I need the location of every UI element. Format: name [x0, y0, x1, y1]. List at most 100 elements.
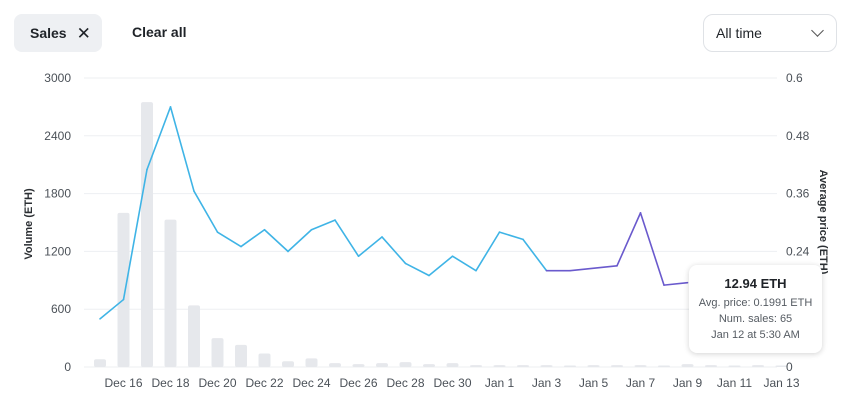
x-tick-label: Dec 24	[292, 376, 330, 390]
price-point[interactable]	[285, 248, 291, 254]
price-point[interactable]	[262, 227, 268, 233]
price-line-segment	[193, 190, 219, 233]
price-point[interactable]	[144, 167, 150, 173]
volume-bar[interactable]	[399, 362, 412, 367]
volume-bar[interactable]	[681, 364, 694, 367]
clear-all-button[interactable]: Clear all	[132, 24, 187, 40]
price-point[interactable]	[520, 236, 526, 242]
volume-bar[interactable]	[376, 363, 388, 367]
price-point[interactable]	[661, 282, 667, 288]
left-axis-label: Volume (ETH)	[23, 188, 35, 260]
x-tick-label: Dec 16	[104, 376, 142, 390]
price-line-segment	[216, 231, 242, 248]
price-point[interactable]	[191, 188, 197, 194]
tooltip-value: 12.94 ETH	[724, 276, 787, 291]
price-line-segment	[639, 212, 665, 286]
price-line-segment	[169, 106, 195, 192]
price-point[interactable]	[215, 229, 221, 235]
price-line-segment	[334, 219, 360, 258]
price-point[interactable]	[356, 253, 362, 259]
volume-bar[interactable]	[141, 102, 153, 367]
volume-bar[interactable]	[658, 365, 670, 367]
left-tick-label: 3000	[44, 71, 71, 85]
volume-bar[interactable]	[634, 365, 647, 367]
time-range-select[interactable]: All time	[703, 14, 837, 52]
toolbar: Sales ✕ Clear all All time	[0, 0, 850, 62]
price-point[interactable]	[238, 244, 244, 250]
volume-bar[interactable]	[470, 365, 482, 367]
volume-bar[interactable]	[611, 365, 623, 367]
right-tick-label: 0.24	[786, 244, 810, 258]
left-tick-label: 600	[51, 302, 71, 316]
price-point[interactable]	[544, 268, 550, 274]
price-line-segment	[287, 228, 313, 253]
volume-bar[interactable]	[517, 365, 529, 367]
price-point[interactable]	[379, 234, 385, 240]
volume-bar[interactable]	[540, 365, 553, 367]
volume-bar[interactable]	[188, 305, 200, 367]
sales-filter-chip[interactable]: Sales ✕	[14, 14, 102, 52]
left-tick-label: 1200	[44, 244, 71, 258]
price-point[interactable]	[403, 260, 409, 266]
price-point[interactable]	[309, 227, 315, 233]
volume-bar[interactable]	[235, 344, 247, 367]
volume-bar[interactable]	[705, 365, 717, 367]
price-point[interactable]	[450, 253, 456, 259]
volume-bar[interactable]	[282, 361, 294, 367]
right-tick-label: 0	[786, 360, 793, 374]
x-tick-label: Dec 26	[339, 376, 377, 390]
price-line-segment	[663, 281, 689, 286]
volume-bar[interactable]	[446, 363, 459, 367]
price-line-segment	[310, 219, 336, 231]
price-point[interactable]	[638, 210, 644, 216]
price-point[interactable]	[168, 104, 174, 110]
volume-bar[interactable]	[305, 358, 318, 367]
x-tick-label: Jan 5	[579, 376, 609, 390]
price-point[interactable]	[497, 229, 503, 235]
x-tick-label: Dec 30	[433, 376, 471, 390]
volume-bar[interactable]	[352, 364, 365, 367]
price-line-segment	[404, 262, 430, 277]
volume-bar[interactable]	[493, 365, 506, 367]
price-line	[97, 104, 689, 322]
x-tick-label: Jan 11	[717, 376, 752, 390]
volume-bar[interactable]	[775, 365, 788, 367]
volume-bar[interactable]	[211, 338, 224, 367]
close-icon[interactable]: ✕	[76, 23, 91, 43]
price-line-segment	[475, 231, 501, 272]
volume-bar[interactable]	[164, 219, 177, 367]
price-line-segment	[616, 212, 642, 267]
price-line-segment	[498, 231, 524, 241]
price-point[interactable]	[332, 217, 338, 223]
x-tick-label: Jan 3	[532, 376, 562, 390]
left-tick-label: 0	[64, 360, 71, 374]
price-point[interactable]	[567, 268, 573, 274]
x-tick-label: Dec 28	[386, 376, 424, 390]
price-point[interactable]	[614, 263, 620, 269]
volume-bars	[94, 102, 788, 367]
volume-bar[interactable]	[564, 365, 576, 367]
volume-bar[interactable]	[258, 353, 271, 367]
x-tick-label: Jan 7	[626, 376, 656, 390]
volume-bar[interactable]	[94, 359, 106, 367]
price-line-segment	[451, 255, 477, 272]
volume-bar[interactable]	[587, 365, 600, 367]
price-point[interactable]	[426, 272, 432, 278]
volume-bar[interactable]	[423, 364, 435, 367]
price-line-segment	[240, 228, 266, 248]
right-axis-label: Average price (ETH)	[817, 170, 829, 275]
left-tick-label: 1800	[44, 187, 71, 201]
x-tick-label: Jan 9	[673, 376, 703, 390]
price-point[interactable]	[121, 297, 127, 303]
volume-bar[interactable]	[329, 363, 341, 367]
left-axis-ticks: 3000 2400 1800 1200 600 0	[44, 71, 71, 374]
price-line-segment	[146, 106, 172, 171]
chart-grid	[84, 77, 777, 368]
volume-bar[interactable]	[752, 365, 764, 367]
price-point[interactable]	[473, 268, 479, 274]
price-point[interactable]	[97, 316, 103, 322]
volume-bar[interactable]	[117, 212, 130, 367]
volume-bar[interactable]	[728, 365, 741, 367]
tooltip-num-sales: Num. sales: 65	[718, 313, 793, 325]
